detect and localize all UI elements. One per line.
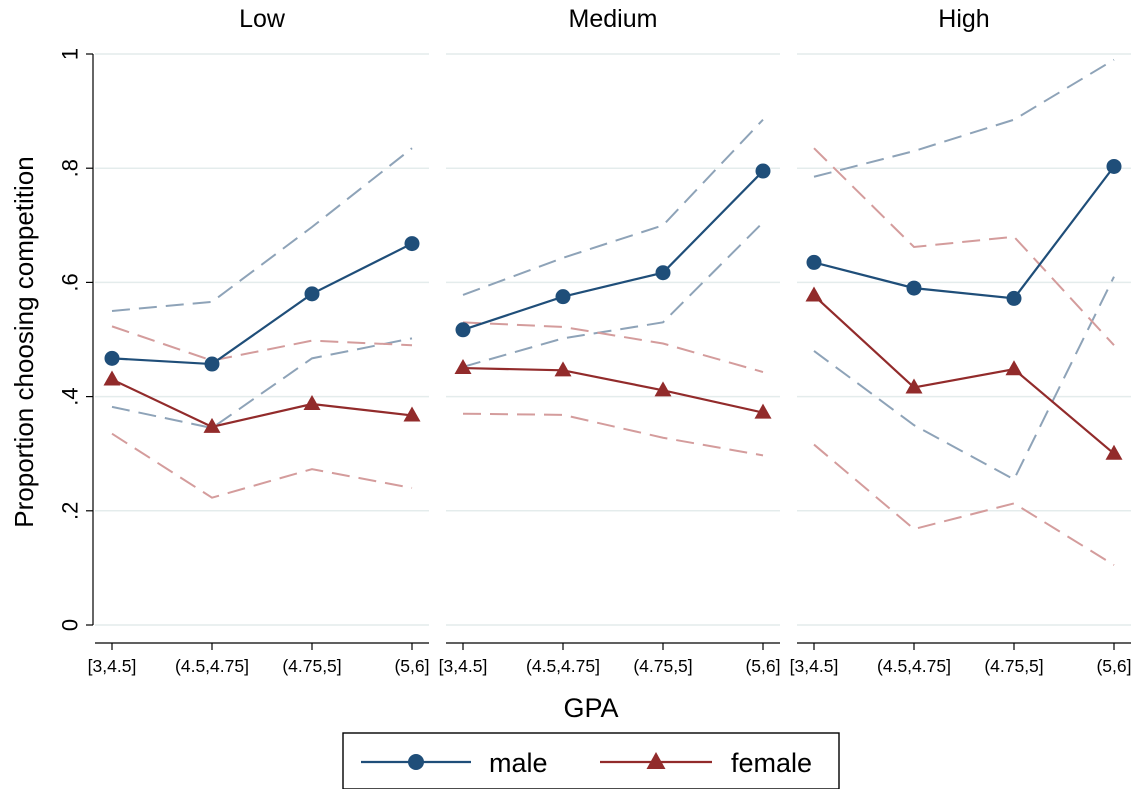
male-ci-upper-line (111, 147, 413, 312)
female-point (203, 417, 221, 433)
male-point (655, 265, 671, 281)
male-point (304, 286, 320, 302)
panel-title: High (938, 5, 989, 33)
chart-panels: 0 .2 .4 .6 .8 1 Low [3,4.5] (4.5,4.75] (4.75,5] (5… (58, 5, 1132, 676)
x-tick-label: (5,6] (745, 656, 780, 676)
male-ci-lower-line (813, 276, 1115, 481)
male-point (204, 356, 220, 372)
x-tick-label: (4.75,5] (282, 656, 341, 676)
x-tick-label: (4.5,4.75] (175, 656, 249, 676)
male-ci-lower-line (462, 221, 764, 368)
female-point (1105, 444, 1123, 460)
female-ci-upper-line (813, 147, 1115, 346)
female-series-line (462, 366, 764, 414)
male-series-line (813, 165, 1115, 300)
x-tick-label: (4.75,5] (633, 656, 692, 676)
x-axis-label: GPA (563, 693, 618, 723)
male-point (806, 254, 822, 270)
panel-title: Low (239, 5, 286, 33)
x-tick-label: [3,4.5] (439, 656, 488, 676)
male-point (555, 289, 571, 305)
female-point (454, 359, 472, 375)
male-point (906, 280, 922, 296)
legend-male-label: male (489, 748, 548, 778)
female-point (654, 381, 672, 397)
legend-female-label: female (731, 748, 812, 778)
male-point (455, 322, 471, 338)
male-ci-upper-line (462, 118, 764, 296)
female-series-line (111, 378, 413, 429)
female-point (403, 406, 421, 422)
legend-male-marker (408, 754, 424, 770)
panel-high: High [3,4.5] (4.5,4.75] (4.75,5] (5,6] (790, 5, 1132, 676)
female-point (905, 378, 923, 394)
male-ci-lower-line (111, 337, 413, 430)
panel-title: Medium (569, 5, 658, 33)
female-ci-lower-line (111, 432, 413, 499)
female-point (303, 395, 321, 411)
male-point (1106, 158, 1122, 174)
male-point (755, 163, 771, 179)
y-tick-label: .6 (58, 273, 83, 291)
female-point (1005, 360, 1023, 376)
legend-female-marker (646, 752, 666, 769)
legend: male female (342, 732, 840, 789)
y-tick-label: .8 (58, 159, 83, 177)
x-tick-label: (4.5,4.75] (877, 656, 951, 676)
female-point (805, 286, 823, 302)
panel-low: Low [3,4.5] (4.5,4.75] (4.75,5] (5,6] (88, 5, 430, 676)
panel-medium: Medium [3,4.5] (4.5,4.75] (4.75,5] (5,6] (439, 5, 781, 676)
female-point (554, 361, 572, 377)
y-tick-label: .2 (58, 502, 83, 520)
x-tick-label: (5,6] (394, 656, 429, 676)
male-series-line (111, 242, 413, 366)
female-point (754, 403, 772, 419)
y-tick-label: 1 (58, 48, 83, 60)
male-ci-upper-line (813, 58, 1115, 178)
y-tick-label: 0 (58, 619, 83, 631)
male-point (404, 236, 420, 252)
x-tick-label: [3,4.5] (88, 656, 137, 676)
female-ci-lower-line (813, 443, 1115, 566)
female-ci-upper-line (111, 325, 413, 362)
female-point (103, 370, 121, 386)
x-tick-label: (4.75,5] (984, 656, 1043, 676)
x-tick-label: [3,4.5] (790, 656, 839, 676)
x-tick-label: (5,6] (1096, 656, 1131, 676)
female-series-line (813, 294, 1115, 455)
female-ci-upper-line (462, 321, 764, 374)
male-series-line (462, 170, 764, 331)
x-tick-label: (4.5,4.75] (526, 656, 600, 676)
male-point (1006, 290, 1022, 306)
male-point (104, 350, 120, 366)
y-axis-label: Proportion choosing competition (9, 156, 39, 527)
y-tick-label: .4 (58, 387, 83, 405)
female-ci-lower-line (462, 412, 764, 457)
